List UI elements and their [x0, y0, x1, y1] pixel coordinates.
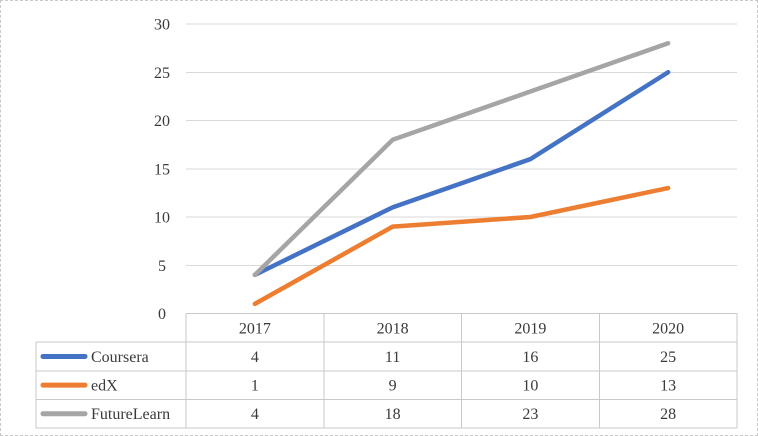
- x-axis-category-label: 2019: [514, 320, 546, 337]
- table-cell-value-coursera: 16: [522, 349, 538, 366]
- table-cell-value-coursera: 4: [251, 349, 259, 366]
- table-cell-value-futurelearn: 4: [251, 406, 259, 423]
- legend-label-coursera: Coursera: [91, 349, 149, 366]
- table-cell-value-edx: 10: [522, 378, 538, 395]
- series-line-futurelearn: [252, 41, 671, 278]
- y-axis-tick-label: 10: [154, 210, 170, 227]
- x-axis-category-label: 2020: [652, 320, 684, 337]
- table-cell-value-edx: 13: [660, 378, 676, 395]
- x-axis-category-label: 2018: [377, 320, 409, 337]
- table-cell-value-coursera: 25: [660, 349, 676, 366]
- y-axis-tick-label: 20: [154, 113, 170, 130]
- y-axis-tick-label: 15: [154, 161, 170, 178]
- table-cell-value-futurelearn: 18: [385, 406, 401, 423]
- legend-label-futurelearn: FutureLearn: [91, 406, 170, 423]
- y-axis-tick-label: 30: [154, 17, 170, 34]
- y-axis-tick-label: 25: [154, 65, 170, 82]
- table-cell-value-coursera: 11: [385, 349, 400, 366]
- y-axis-tick-label: 0: [158, 306, 166, 323]
- table-cell-value-futurelearn: 28: [660, 406, 676, 423]
- table-cell-value-edx: 9: [389, 378, 397, 395]
- y-axis-tick-label: 5: [158, 258, 166, 275]
- x-axis-category-label: 2017: [239, 320, 271, 337]
- series-line-coursera: [252, 70, 671, 278]
- table-cell-value-futurelearn: 23: [522, 406, 538, 423]
- series-line-edx: [252, 185, 671, 307]
- table-cell-value-edx: 1: [251, 378, 259, 395]
- legend-label-edx: edX: [91, 378, 118, 395]
